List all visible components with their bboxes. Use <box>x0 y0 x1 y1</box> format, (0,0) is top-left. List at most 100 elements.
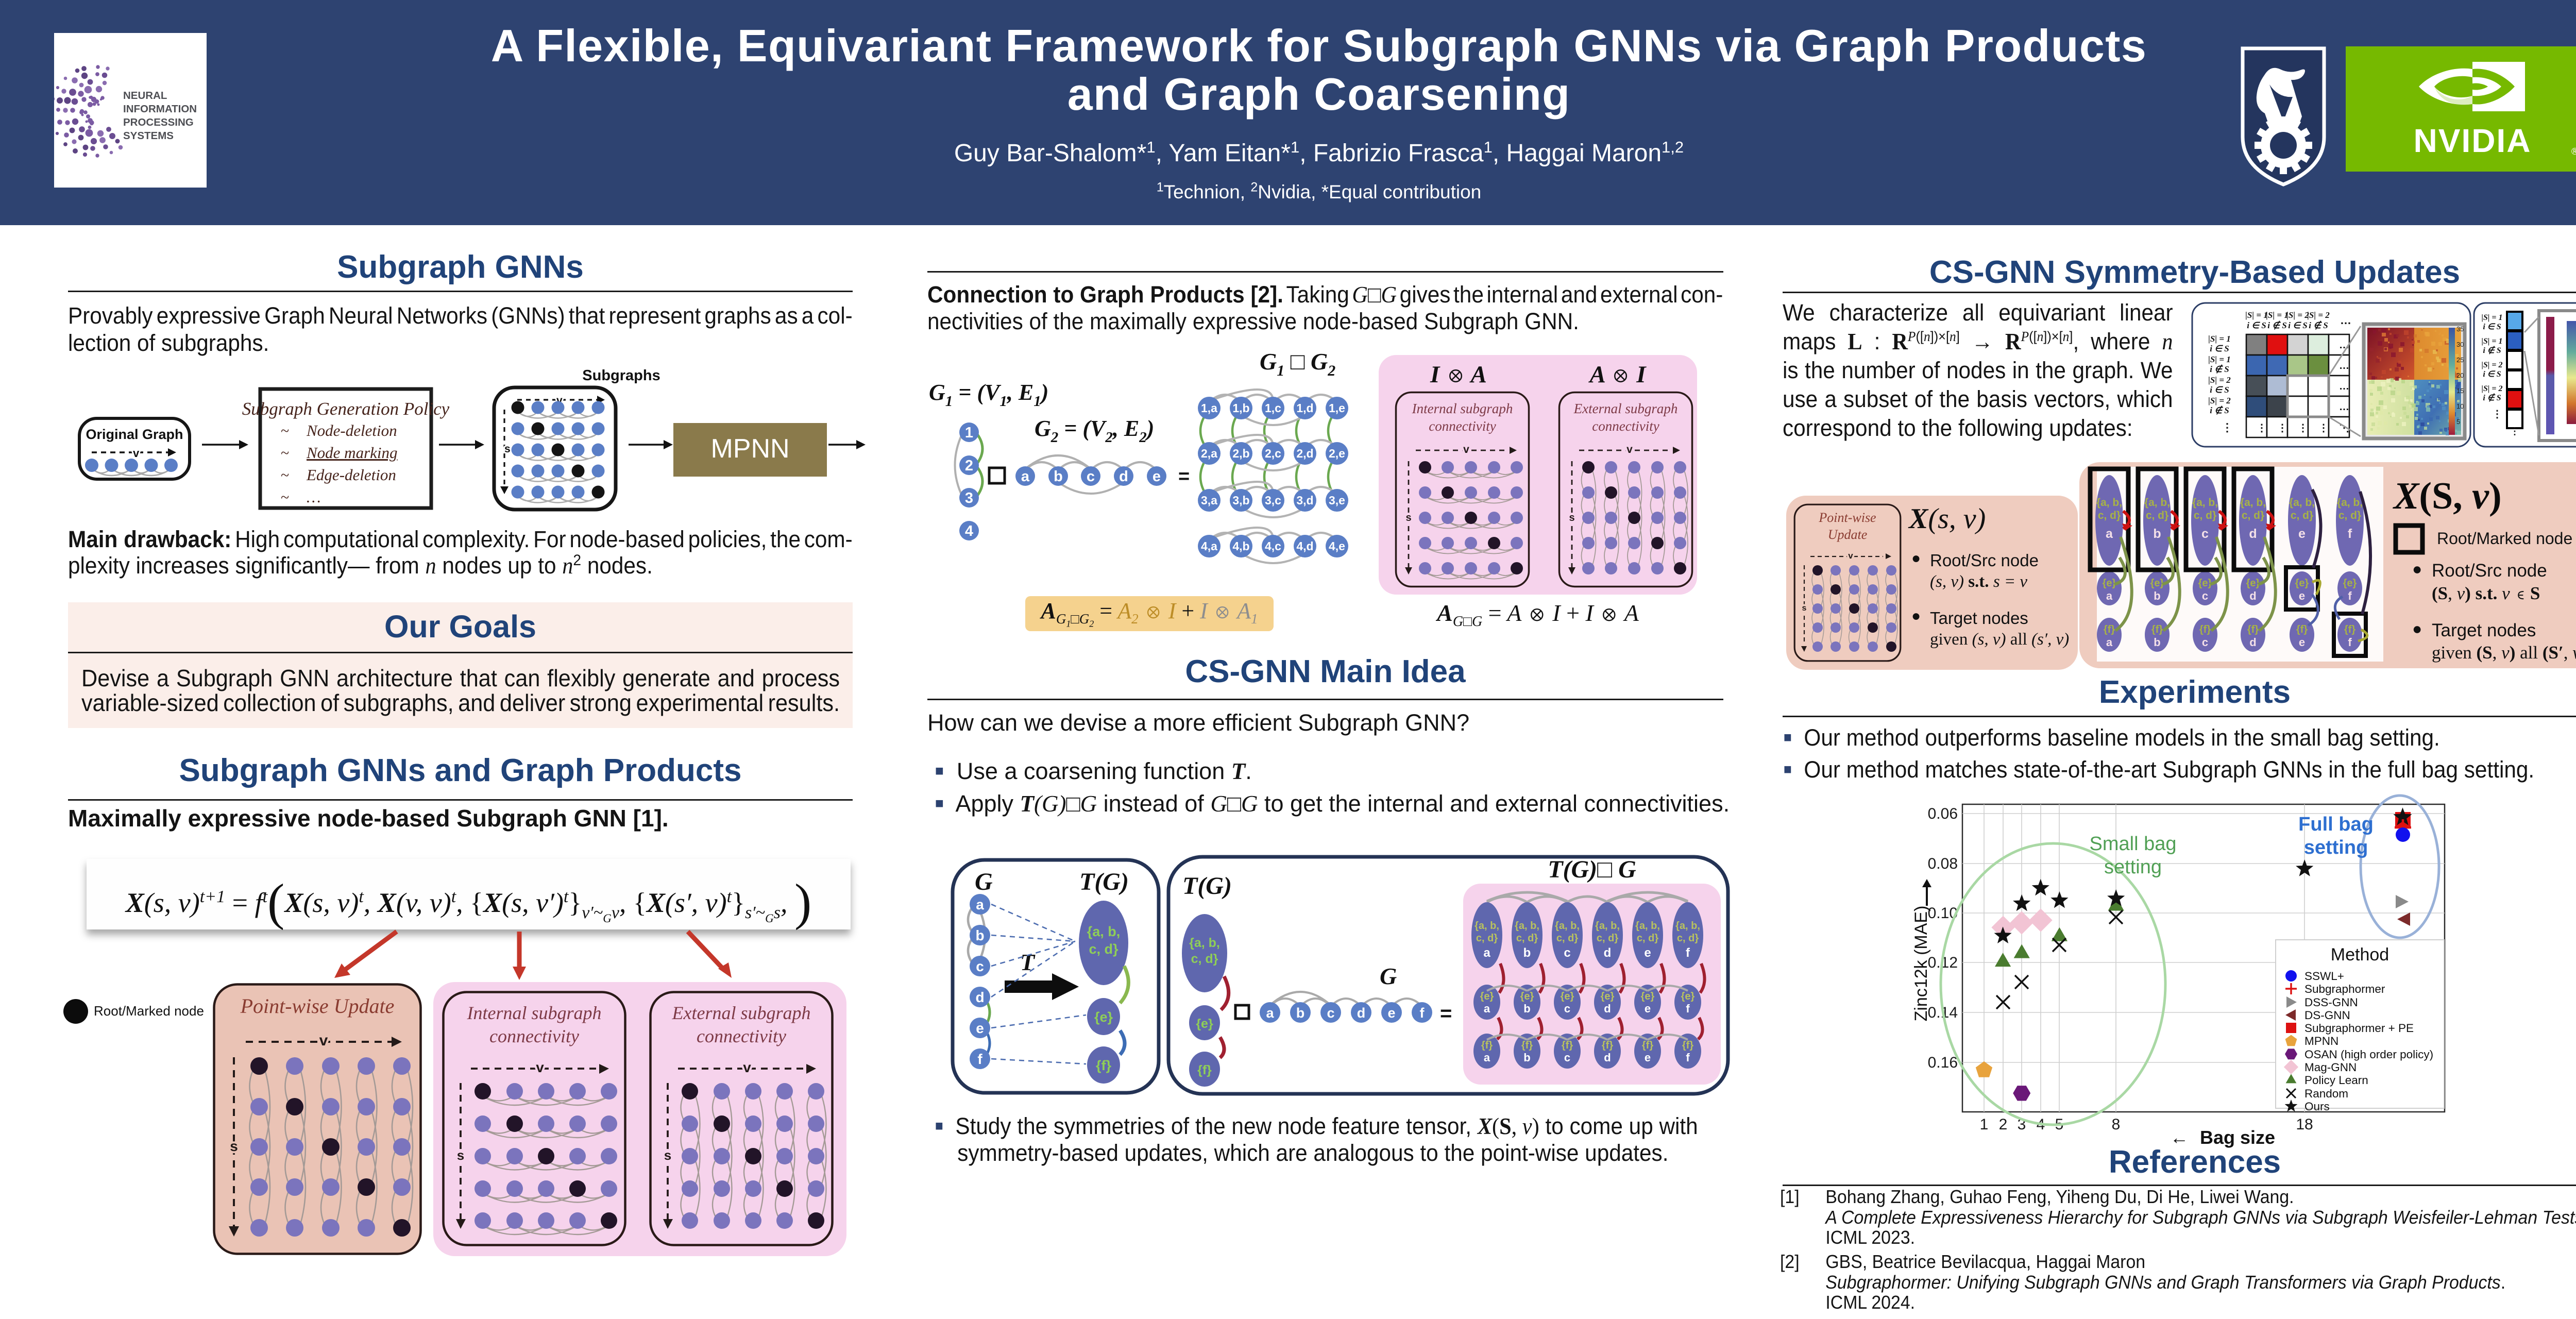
svg-text:i ∉ S: i ∉ S <box>2267 320 2287 330</box>
svg-text:connectivity: connectivity <box>1429 418 1496 434</box>
svg-text:|S| = 1: |S| = 1 <box>2208 354 2231 364</box>
svg-text:⋮: ⋮ <box>2257 422 2267 434</box>
svg-text:⋮: ⋮ <box>2222 421 2233 434</box>
svg-text:4,a: 4,a <box>1201 539 1217 553</box>
svg-text:0.06: 0.06 <box>1928 805 1958 822</box>
svg-text:f: f <box>1420 1005 1425 1021</box>
svg-text:c: c <box>976 958 984 974</box>
svg-text:{e}: {e} <box>1480 991 1494 1002</box>
svg-text:v: v <box>536 1059 544 1075</box>
svg-text:NVIDIA: NVIDIA <box>2414 122 2532 159</box>
svg-text:Mag-GNN: Mag-GNN <box>2304 1061 2357 1074</box>
svg-text:=: = <box>1440 1002 1452 1025</box>
svg-text:e: e <box>976 1020 984 1036</box>
svg-text:SSWL+: SSWL+ <box>2304 970 2344 983</box>
svg-text:{a, b,: {a, b, <box>2337 497 2363 509</box>
svg-text:2,d: 2,d <box>1296 447 1313 460</box>
svg-text:d: d <box>1119 468 1128 485</box>
svg-text:{f}: {f} <box>1562 1040 1573 1051</box>
svg-text:1,c: 1,c <box>1265 401 1281 415</box>
svg-text:Root/Marked node: Root/Marked node <box>94 1003 204 1019</box>
svg-text:{f}: {f} <box>2104 624 2115 635</box>
svg-text:d: d <box>1604 946 1612 960</box>
svg-text:v: v <box>1463 444 1469 455</box>
svg-text:{a, b,: {a, b, <box>1515 920 1539 932</box>
svg-text:…: … <box>2340 314 2351 327</box>
svg-text:~: ~ <box>281 445 289 462</box>
svg-text:{a, b,: {a, b, <box>2096 497 2122 509</box>
svg-text:|S| = 2: |S| = 2 <box>2481 384 2502 393</box>
svg-text:b: b <box>975 927 984 943</box>
svg-text:10: 10 <box>2456 402 2464 410</box>
svg-text:f: f <box>1686 946 1690 960</box>
svg-text:MPNN: MPNN <box>710 434 789 464</box>
svg-text:{f}: {f} <box>2151 624 2163 635</box>
svg-text:b: b <box>1296 1005 1305 1021</box>
svg-text:d: d <box>1357 1005 1366 1021</box>
svg-text:e: e <box>2299 636 2305 649</box>
svg-text:3,c: 3,c <box>1265 494 1281 507</box>
svg-text:c, d}: c, d} <box>2098 510 2121 521</box>
svg-text:Internal subgraph: Internal subgraph <box>467 1003 602 1023</box>
svg-text:b: b <box>2154 589 2160 602</box>
svg-text:c, d}: c, d} <box>2242 510 2264 521</box>
svg-text:0.08: 0.08 <box>1928 855 1958 872</box>
svg-text:s: s <box>504 443 511 455</box>
svg-text:{a, b,: {a, b, <box>1675 920 1700 932</box>
svg-text:®: ® <box>2571 146 2576 157</box>
svg-text:i ∉ S: i ∉ S <box>2309 320 2328 330</box>
svg-text:2,b: 2,b <box>1232 447 1249 460</box>
svg-text:e: e <box>2298 527 2306 541</box>
svg-text:4: 4 <box>965 523 973 539</box>
svg-text:|S| = 1: |S| = 1 <box>2266 310 2289 320</box>
svg-text:Policy Learn: Policy Learn <box>2304 1074 2368 1087</box>
svg-text:{f}: {f} <box>2296 624 2308 635</box>
svg-text:2,a: 2,a <box>1201 447 1217 460</box>
svg-text:Original Graph: Original Graph <box>86 427 183 442</box>
svg-text:v: v <box>743 1059 751 1075</box>
svg-text:3,e: 3,e <box>1329 494 1345 507</box>
svg-text:{f}: {f} <box>1197 1063 1212 1077</box>
svg-text:f: f <box>2348 589 2352 602</box>
svg-text:s: s <box>1569 512 1574 523</box>
svg-text:G: G <box>975 868 993 895</box>
svg-text:SYSTEMS: SYSTEMS <box>123 130 174 142</box>
svg-text:G: G <box>1380 963 1397 989</box>
svg-text:b: b <box>2154 636 2160 649</box>
svg-text:c, d}: c, d} <box>1516 933 1538 944</box>
svg-text:{f}: {f} <box>1096 1058 1111 1073</box>
svg-text:{e}: {e} <box>2295 578 2309 589</box>
svg-text:i ∈ S: i ∈ S <box>2483 323 2501 331</box>
svg-text:{a, b,: {a, b, <box>1475 920 1499 932</box>
svg-text:f: f <box>2348 636 2352 649</box>
svg-text:Random: Random <box>2304 1087 2348 1100</box>
svg-text:b: b <box>1054 468 1063 485</box>
svg-text:|S| = 2: |S| = 2 <box>2208 375 2231 385</box>
svg-text:a: a <box>1484 1051 1490 1064</box>
svg-text:f: f <box>1686 1002 1690 1015</box>
svg-text:d: d <box>2249 527 2257 541</box>
svg-text:s: s <box>230 1138 238 1154</box>
svg-text:s: s <box>1405 512 1411 523</box>
svg-text:|S| = 2: |S| = 2 <box>2208 396 2231 405</box>
svg-text:i ∈ S: i ∈ S <box>2247 320 2266 330</box>
svg-text:1,b: 1,b <box>1232 401 1249 415</box>
svg-text:2,e: 2,e <box>1329 447 1345 460</box>
svg-text:1,d: 1,d <box>1296 401 1313 415</box>
svg-text:Small bag: Small bag <box>2090 833 2177 855</box>
svg-text:s: s <box>457 1147 464 1163</box>
svg-text:…: … <box>2339 401 2349 413</box>
svg-text:c: c <box>1327 1005 1334 1021</box>
svg-text:d: d <box>2249 636 2256 649</box>
svg-text:a: a <box>1484 1002 1490 1015</box>
svg-text:{a, b,: {a, b, <box>2240 497 2266 509</box>
svg-text:4,c: 4,c <box>1265 539 1281 553</box>
svg-text:c, d}: c, d} <box>2194 510 2216 521</box>
svg-text:PROCESSING: PROCESSING <box>123 116 194 128</box>
svg-text:MPNN: MPNN <box>2304 1035 2338 1047</box>
svg-text:{e}: {e} <box>1681 991 1695 1002</box>
svg-text:Method: Method <box>2331 945 2389 965</box>
svg-text:{a, b,: {a, b, <box>1087 924 1121 939</box>
svg-text:f: f <box>2348 527 2352 541</box>
svg-text:{f}: {f} <box>1602 1040 1613 1051</box>
